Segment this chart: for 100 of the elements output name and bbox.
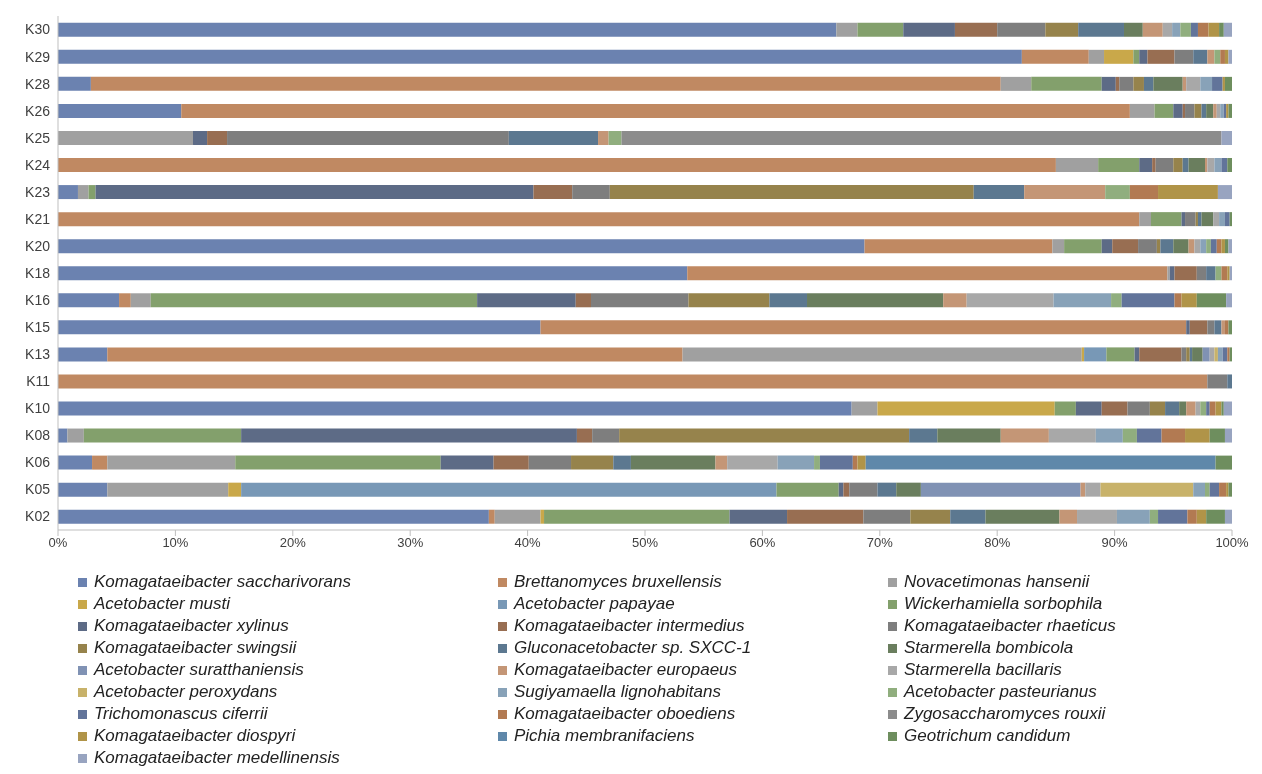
bar (1220, 49, 1225, 64)
y-tick-label: K20 (25, 237, 51, 254)
bar (857, 22, 904, 37)
bar (1174, 266, 1197, 281)
bar (1160, 239, 1174, 254)
bar (1150, 212, 1182, 227)
bar (1219, 212, 1225, 227)
bar (494, 509, 541, 524)
bar (1052, 239, 1065, 254)
bar (58, 482, 108, 497)
legend-label: Komagataeibacter medellinensis (94, 748, 340, 768)
bar (777, 455, 815, 470)
bar (1197, 22, 1209, 37)
y-tick-label: K11 (26, 373, 51, 390)
bar (477, 293, 576, 308)
bar (1059, 509, 1078, 524)
bar (688, 293, 770, 308)
legend-label: Acetobacter peroxydans (94, 682, 278, 702)
bar (1139, 158, 1153, 173)
y-tick-label: K30 (25, 21, 51, 38)
bar (1206, 401, 1210, 416)
bar (1138, 239, 1157, 254)
bar (58, 455, 93, 470)
bar (1174, 49, 1194, 64)
bar (819, 455, 853, 470)
y-tick-label: K29 (25, 48, 51, 65)
y-tick-label: K18 (25, 264, 51, 281)
bar (950, 509, 986, 524)
bar (1162, 22, 1173, 37)
bar (572, 185, 610, 200)
x-tick-label: 10% (162, 535, 189, 551)
bar (591, 293, 689, 308)
bar (1185, 212, 1196, 227)
bar (613, 455, 631, 470)
bar (1209, 482, 1220, 497)
bar (807, 293, 944, 308)
bar (1207, 158, 1215, 173)
bar (1185, 428, 1210, 443)
bar (440, 455, 494, 470)
bar (92, 455, 108, 470)
bar (1149, 509, 1159, 524)
bar (58, 158, 1056, 173)
bar (1196, 266, 1207, 281)
bar (1139, 347, 1182, 362)
legend-label: Starmerella bombicola (904, 638, 1074, 658)
legend-label: Komagataeibacter oboediens (514, 704, 736, 724)
bar (1187, 509, 1197, 524)
bar (865, 455, 1216, 470)
legend-label: Gluconacetobacter sp. SXCC-1 (514, 638, 752, 658)
bar (58, 185, 78, 200)
bar (1085, 482, 1101, 497)
bar (90, 76, 1001, 91)
legend-label: Trichomonascus ciferrii (94, 704, 268, 724)
bar (1209, 428, 1225, 443)
bar (1133, 49, 1140, 64)
bar (1217, 185, 1232, 200)
y-tick-label: K23 (25, 183, 51, 200)
bar (1021, 49, 1089, 64)
bar (954, 22, 998, 37)
bar (1214, 158, 1222, 173)
bar (544, 509, 730, 524)
y-tick-label: K05 (25, 481, 51, 498)
bar (58, 49, 1022, 64)
bar (985, 509, 1060, 524)
x-tick-label: 40% (514, 535, 542, 551)
bar (508, 130, 599, 145)
bar (1186, 320, 1190, 335)
bar (1147, 49, 1175, 64)
bar (1223, 22, 1232, 37)
bar (966, 293, 1054, 308)
bar (533, 185, 573, 200)
legend-label: Komagataeibacter saccharivorans (94, 572, 352, 592)
bar (1181, 293, 1197, 308)
bar (1122, 428, 1137, 443)
bar (1193, 49, 1208, 64)
legend-label: Acetobacter papayae (514, 594, 675, 614)
bar (58, 103, 182, 118)
legend-label: Acetobacter musti (94, 594, 231, 614)
x-tick-label: 20% (279, 535, 307, 551)
bar (1000, 76, 1032, 91)
bar (1206, 239, 1211, 254)
bar (943, 293, 967, 308)
bar (1219, 22, 1224, 37)
bar (1153, 76, 1183, 91)
bar (1149, 401, 1166, 416)
bar (1221, 320, 1225, 335)
bar (715, 455, 728, 470)
bar (575, 293, 591, 308)
bar (787, 509, 864, 524)
bar (77, 185, 89, 200)
bar (1221, 130, 1232, 145)
bar (576, 428, 593, 443)
bar (727, 455, 778, 470)
bar (896, 482, 921, 497)
y-tick-label: K28 (25, 75, 51, 92)
bar (58, 401, 852, 416)
bar (1165, 401, 1180, 416)
bar (58, 76, 91, 91)
bar (1055, 158, 1099, 173)
bar (1129, 103, 1155, 118)
